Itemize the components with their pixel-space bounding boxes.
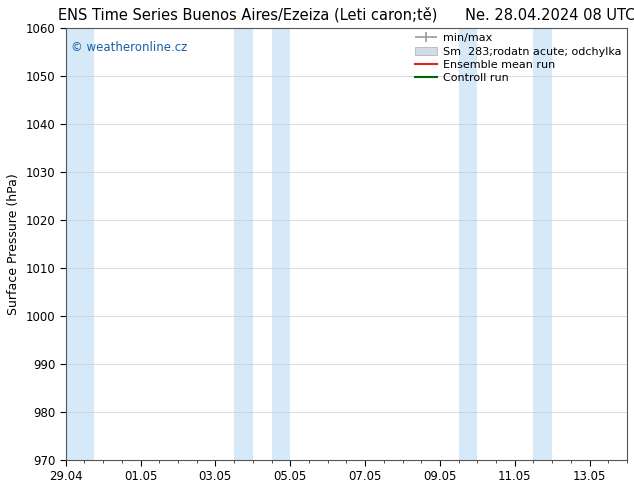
Y-axis label: Surface Pressure (hPa): Surface Pressure (hPa) (7, 173, 20, 315)
Title: ENS Time Series Buenos Aires/Ezeiza (Leti caron;tě)      Ne. 28.04.2024 08 UTC: ENS Time Series Buenos Aires/Ezeiza (Let… (58, 7, 634, 23)
Bar (66, 28, 94, 460)
Bar (458, 28, 477, 460)
Text: © weatheronline.cz: © weatheronline.cz (71, 41, 188, 54)
Bar (533, 28, 552, 460)
Bar (234, 28, 253, 460)
Legend: min/max, Sm  283;rodatn acute; odchylka, Ensemble mean run, Controll run: min/max, Sm 283;rodatn acute; odchylka, … (415, 33, 621, 83)
Bar (271, 28, 290, 460)
